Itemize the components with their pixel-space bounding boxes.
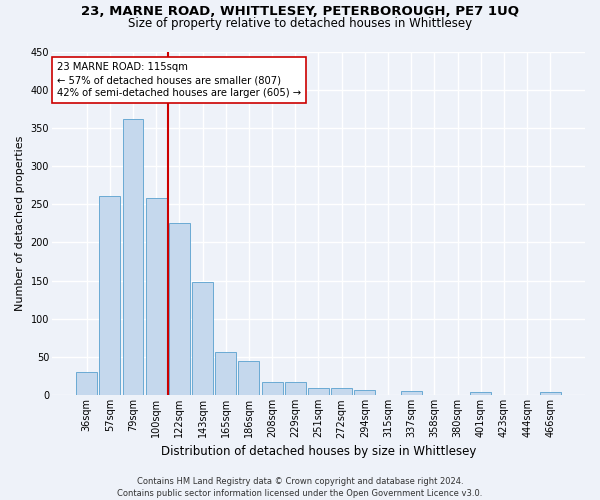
Bar xyxy=(262,382,283,396)
Bar xyxy=(355,390,375,396)
X-axis label: Distribution of detached houses by size in Whittlesey: Distribution of detached houses by size … xyxy=(161,444,476,458)
Text: Contains HM Land Registry data © Crown copyright and database right 2024.
Contai: Contains HM Land Registry data © Crown c… xyxy=(118,476,482,498)
Y-axis label: Number of detached properties: Number of detached properties xyxy=(15,136,25,311)
Bar xyxy=(285,382,306,396)
Bar xyxy=(122,118,143,396)
Bar xyxy=(169,224,190,396)
Text: 23, MARNE ROAD, WHITTLESEY, PETERBOROUGH, PE7 1UQ: 23, MARNE ROAD, WHITTLESEY, PETERBOROUGH… xyxy=(81,5,519,18)
Bar xyxy=(308,388,329,396)
Bar xyxy=(401,390,422,396)
Bar xyxy=(76,372,97,396)
Bar xyxy=(470,392,491,396)
Bar xyxy=(331,388,352,396)
Bar xyxy=(540,392,561,396)
Bar xyxy=(146,198,167,396)
Text: 23 MARNE ROAD: 115sqm
← 57% of detached houses are smaller (807)
42% of semi-det: 23 MARNE ROAD: 115sqm ← 57% of detached … xyxy=(57,62,301,98)
Bar xyxy=(215,352,236,396)
Bar xyxy=(238,361,259,396)
Bar xyxy=(192,282,213,396)
Text: Size of property relative to detached houses in Whittlesey: Size of property relative to detached ho… xyxy=(128,18,472,30)
Bar xyxy=(100,196,120,396)
